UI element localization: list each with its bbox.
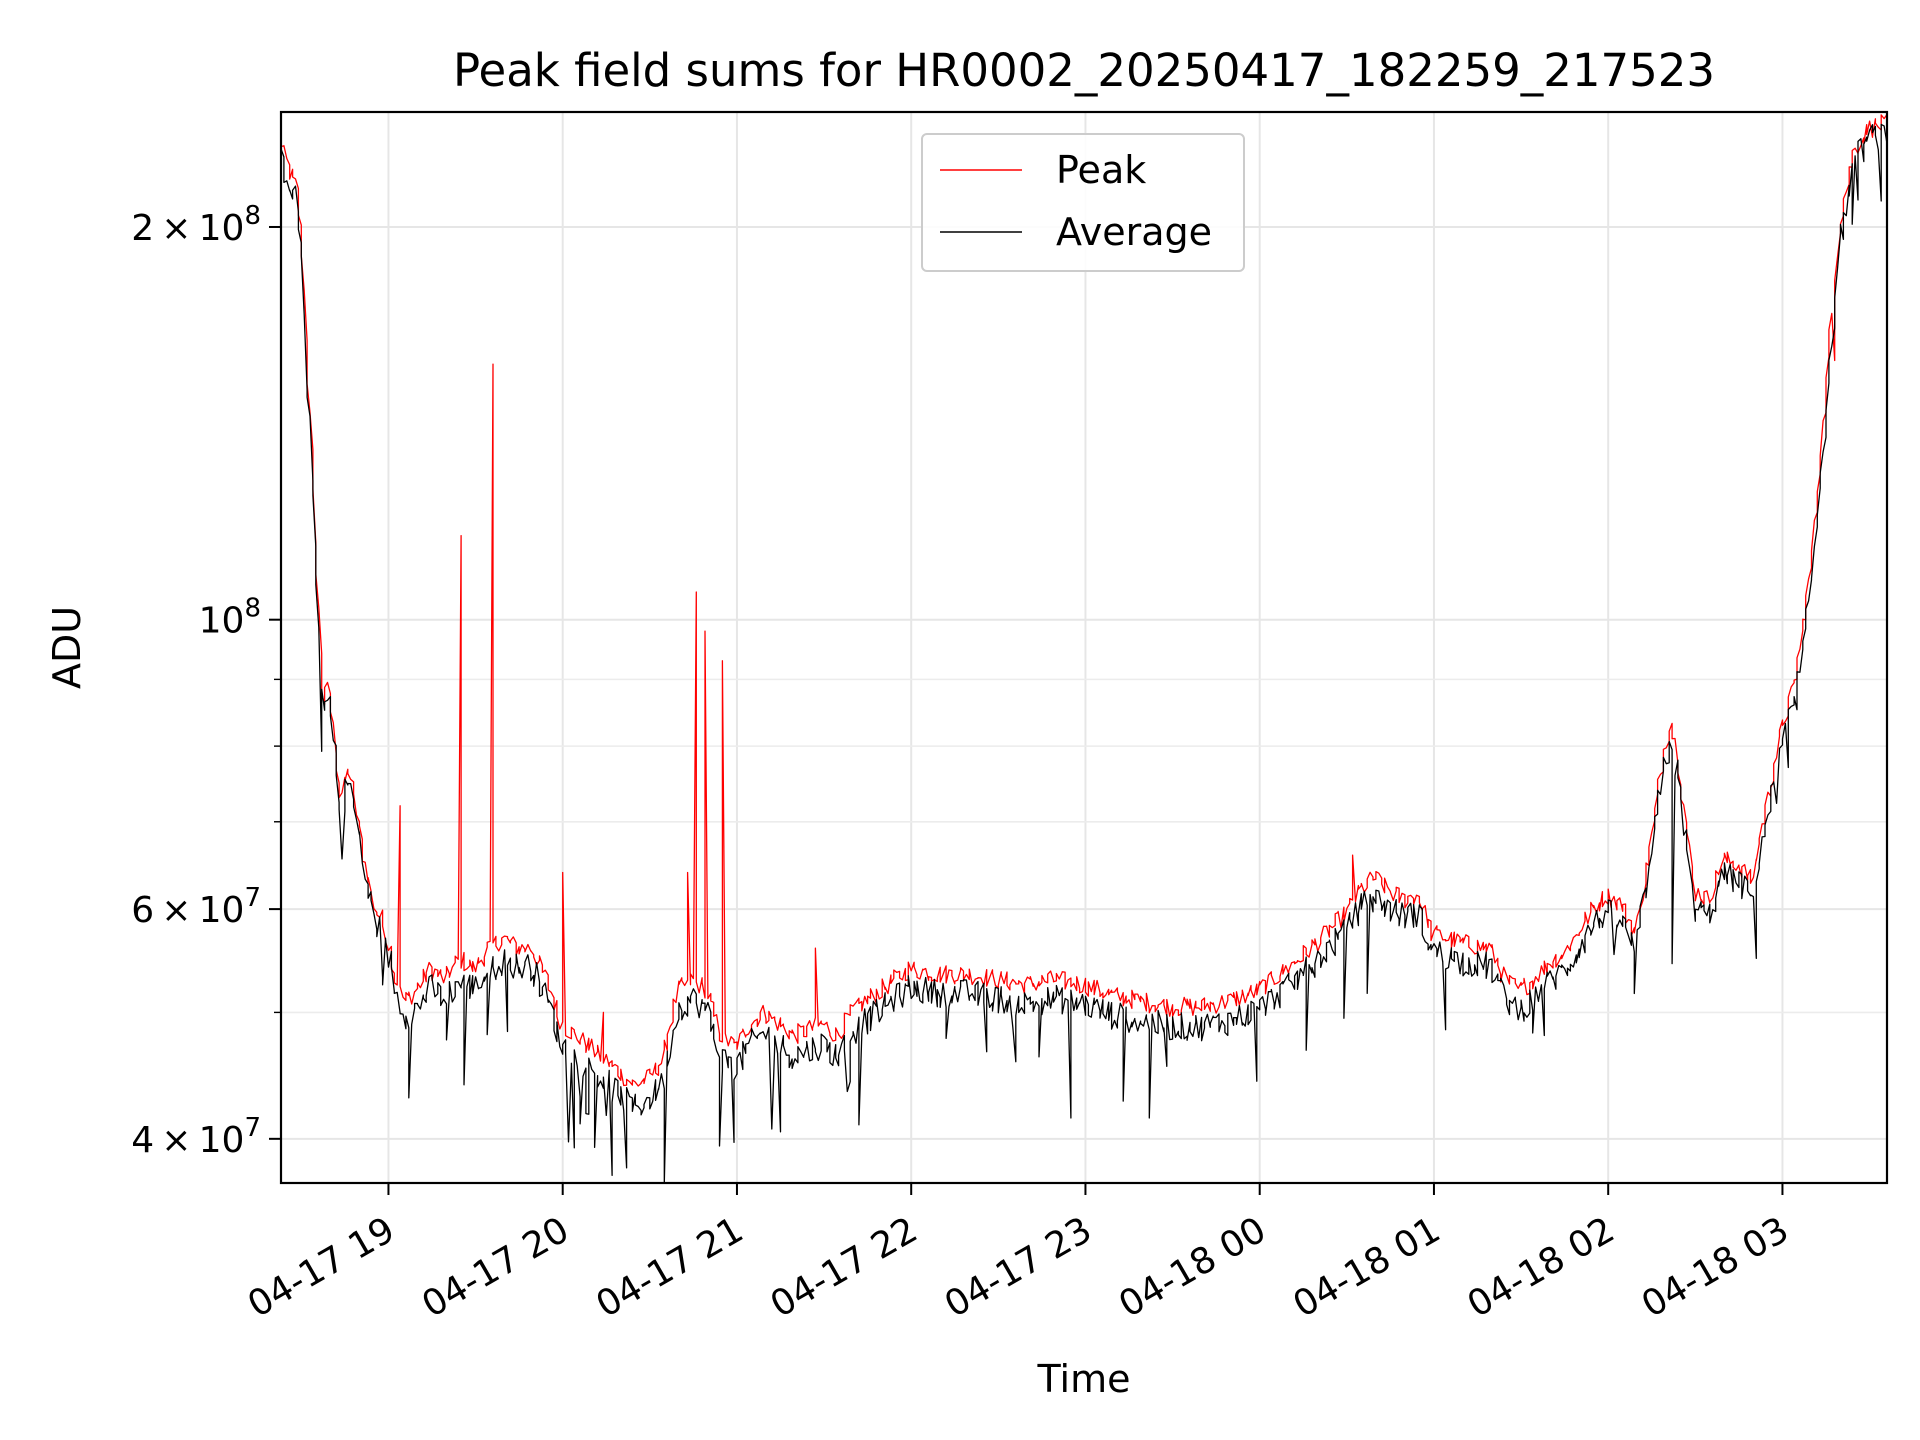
legend-label-average: Average xyxy=(1056,210,1212,254)
x-tick-label: 04-18 01 xyxy=(1287,1209,1448,1325)
y-tick-label: 4 × 107 xyxy=(131,1113,261,1161)
y-tick-label: 108 xyxy=(199,594,261,642)
x-tick-label: 04-17 19 xyxy=(241,1209,402,1325)
chart-title: Peak field sums for HR0002_20250417_1822… xyxy=(453,44,1715,97)
y-axis-title: ADU xyxy=(45,606,89,689)
x-tick-label: 04-17 22 xyxy=(764,1209,925,1325)
series-area xyxy=(281,114,1887,1183)
x-tick-label: 04-18 03 xyxy=(1635,1209,1796,1325)
x-axis-title: Time xyxy=(1037,1357,1131,1401)
x-tick-label: 04-18 00 xyxy=(1112,1209,1273,1325)
x-tick-label: 04-18 02 xyxy=(1461,1209,1622,1325)
y-tick-label: 6 × 107 xyxy=(131,883,261,931)
legend-box xyxy=(921,133,1245,272)
plot-frame xyxy=(279,110,1889,1185)
axis-ticks: 04-17 19 04-17 20 04-17 21 04-17 22 04-17 23… xyxy=(131,201,1796,1326)
legend: Peak Average xyxy=(921,133,1245,272)
x-tick-label: 04-17 20 xyxy=(415,1209,576,1325)
y-tick-label: 2 × 108 xyxy=(131,201,261,249)
series-line-average xyxy=(281,123,1887,1183)
grid xyxy=(281,112,1887,1183)
x-tick-label: 04-17 23 xyxy=(938,1209,1099,1325)
series-line-peak xyxy=(281,114,1887,1087)
x-tick-label: 04-17 21 xyxy=(590,1209,751,1325)
legend-label-peak: Peak xyxy=(1056,148,1146,192)
